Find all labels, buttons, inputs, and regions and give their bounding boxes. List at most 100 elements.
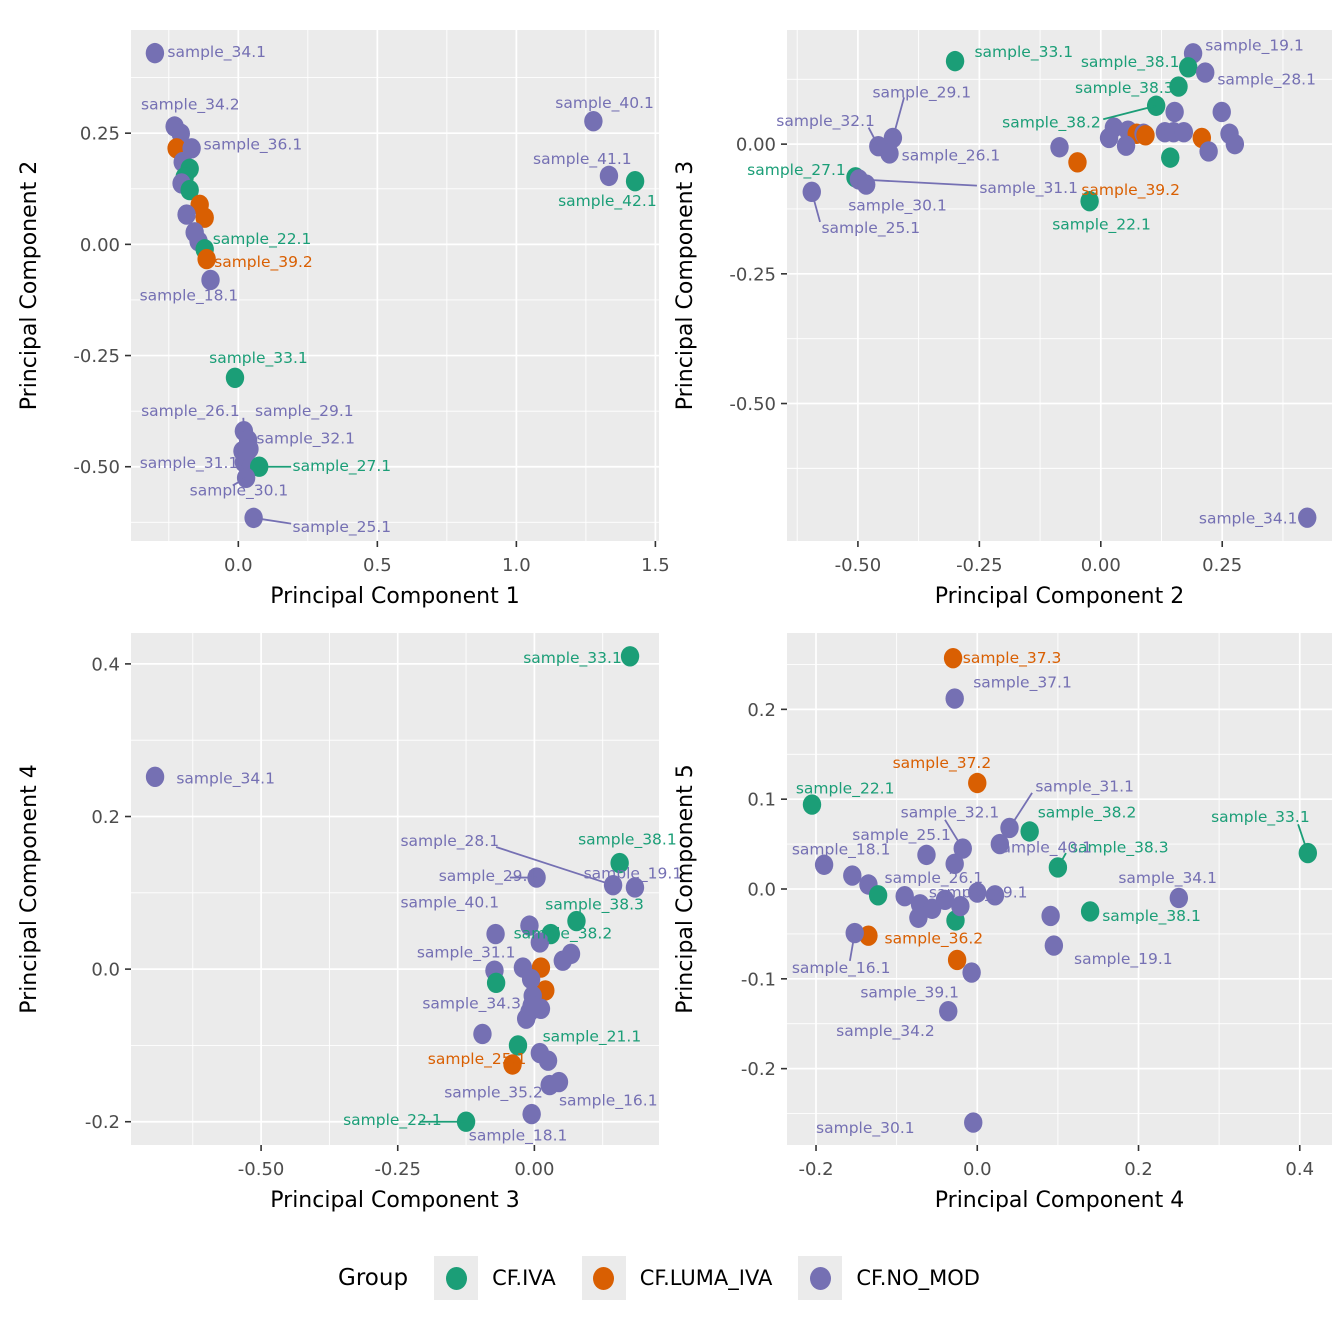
point-label: sample_34.3 [422,994,521,1013]
point-label: sample_38.2 [514,924,613,943]
point-label: sample_19.1 [1205,37,1304,56]
data-point [1169,76,1188,97]
point-label: sample_18.1 [469,1126,568,1145]
y-tick-label: -0.1 [741,969,776,990]
data-point [1099,127,1119,149]
legend-item-cf-iva: CF.IVA [434,1256,556,1300]
data-point [549,1071,569,1093]
plot-panel [787,30,1332,541]
data-point [917,844,936,866]
data-point [599,165,619,187]
x-axis-title: Principal Component 4 [935,1188,1184,1213]
label-leader-line [944,819,964,850]
y-tick-label: 0.00 [736,135,776,156]
group-dot-icon [593,1266,615,1290]
data-point [939,1000,958,1022]
point-label: sample_25.1 [821,219,920,238]
point-label: sample_34.1 [1118,869,1217,888]
legend-label: CF.IVA [492,1266,556,1290]
y-tick-label: 0.25 [80,124,120,145]
point-label: sample_38.1 [578,830,677,849]
data-point [1116,135,1136,156]
legend-label: CF.NO_MOD [856,1266,980,1290]
point-label: sample_22.1 [1052,216,1151,235]
data-point [1044,935,1064,956]
x-tick-label: 1.0 [502,555,531,576]
data-point [1020,821,1039,842]
data-point [964,1112,983,1133]
data-point [561,943,581,965]
point-label: sample_40.1 [400,894,499,913]
label-leader-line [253,516,292,525]
x-tick-label: 0.0 [963,1159,992,1180]
label-leader-line [858,178,977,187]
data-point [985,885,1005,906]
point-label: sample_27.1 [293,457,392,476]
data-point [1161,147,1180,168]
label-leader-line [848,932,856,962]
data-point [486,923,505,945]
point-label: sample_33.1 [523,649,622,668]
point-label: sample_25.1 [428,1050,527,1069]
chart-legend: Group CF.IVA CF.LUMA_IVA CF.NO_MOD [0,1248,1344,1308]
point-label: sample_40.1 [555,94,654,113]
y-tick-label: 0.1 [747,790,776,811]
x-tick-label: -0.25 [374,1159,421,1180]
data-point [567,910,586,932]
legend-item-cf-no-mod: CF.NO_MOD [798,1256,980,1300]
point-label: sample_26.1 [902,147,1001,166]
point-label: sample_31.1 [417,943,516,962]
y-tick-label: 0.2 [747,700,776,721]
point-label: sample_37.3 [963,649,1062,668]
point-label: sample_37.2 [893,754,992,773]
data-point [843,865,862,886]
legend-title: Group [338,1265,409,1291]
label-leader-line [495,846,614,887]
x-tick-label: 0.25 [1202,555,1242,576]
data-point [145,42,165,64]
data-point [1136,125,1155,146]
data-point [814,854,834,875]
data-point [1179,57,1198,78]
data-point [1298,507,1317,528]
label-leader-line [892,97,905,139]
data-point [180,179,199,201]
point-label: sample_18.1 [792,840,891,859]
data-point [943,647,963,669]
label-leader-line [1297,824,1309,854]
data-point [508,1035,528,1056]
point-label: sample_32.1 [256,430,355,449]
data-point [1199,141,1218,162]
label-leader-line [1008,792,1033,829]
data-point [625,877,645,898]
point-label: sample_38.3 [1070,839,1169,858]
data-point [968,882,987,903]
data-point [868,885,888,906]
x-tick-label: 0.0 [224,555,253,576]
data-point [625,171,645,192]
data-point [1165,101,1184,123]
data-point [1298,842,1318,864]
label-leader-line [232,477,247,487]
data-point [1146,95,1166,116]
point-label: sample_25.1 [852,826,951,845]
legend-key [581,1256,626,1300]
data-point [197,248,216,270]
legend-item-cf-luma-iva: CF.LUMA_IVA [581,1256,772,1300]
x-tick-label: 0.2 [1124,1159,1153,1180]
point-label: sample_16.1 [559,1091,658,1110]
data-point [620,646,640,667]
point-label: sample_38.3 [1075,79,1174,98]
data-point [236,467,256,489]
point-label: sample_38.1 [1102,907,1201,926]
data-point [503,1054,522,1075]
data-point [145,766,165,788]
x-tick-label: 0.5 [363,555,392,576]
data-point [935,889,955,910]
y-tick-label: 0.0 [747,880,776,901]
x-tick-label: -0.50 [835,555,882,576]
data-point [520,915,539,936]
point-label: sample_22.1 [343,1111,442,1130]
point-label: sample_31.1 [140,454,239,473]
